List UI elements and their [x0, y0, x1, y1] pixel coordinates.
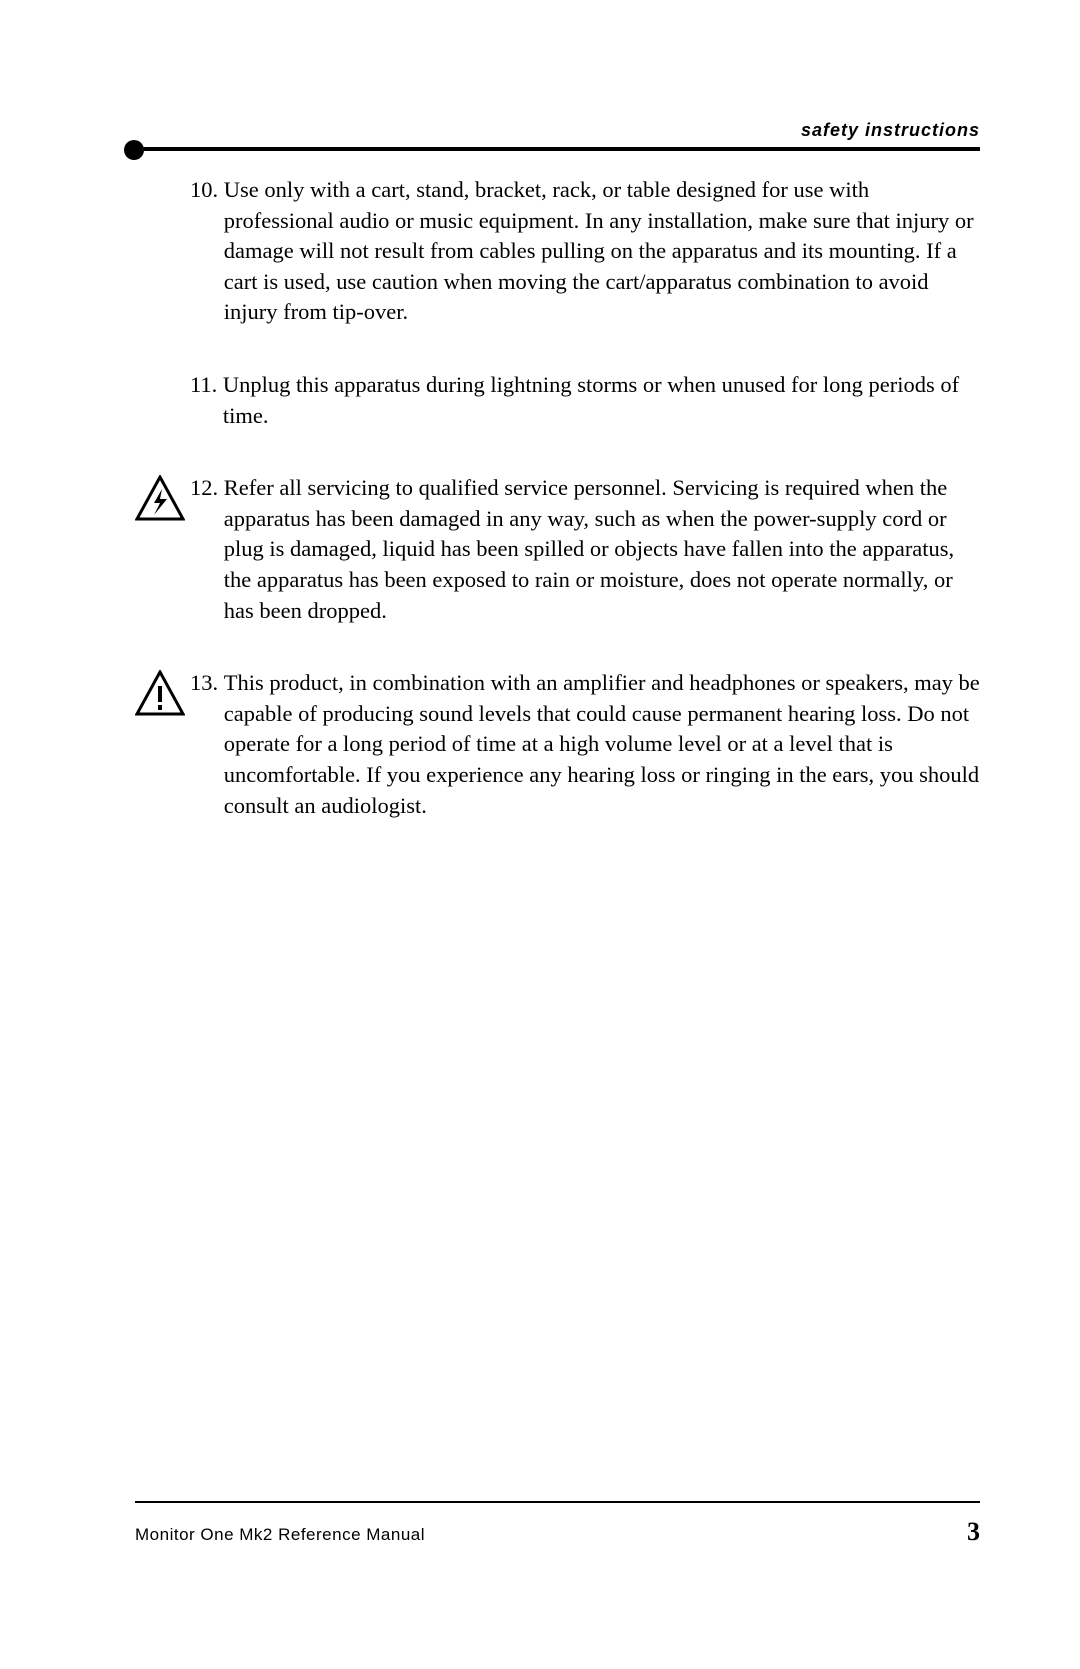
item-text: 11. Unplug this apparatus during lightni…	[190, 370, 980, 431]
safety-item: 12. Refer all servicing to qualified ser…	[135, 473, 980, 626]
icon-column	[135, 370, 190, 372]
item-text: 12. Refer all servicing to qualified ser…	[190, 473, 980, 626]
content-area: 10. Use only with a cart, stand, bracket…	[135, 175, 980, 863]
item-body: This product, in combination with an amp…	[224, 668, 980, 821]
item-text: 13. This product, in combination with an…	[190, 668, 980, 821]
icon-column	[135, 175, 190, 177]
footer-title: Monitor One Mk2 Reference Manual	[135, 1525, 425, 1545]
item-number: 12.	[190, 473, 218, 626]
item-text: 10. Use only with a cart, stand, bracket…	[190, 175, 980, 328]
icon-column	[135, 473, 190, 521]
safety-item: 11. Unplug this apparatus during lightni…	[135, 370, 980, 431]
page: safety instructions 10. Use only with a …	[0, 0, 1080, 1669]
item-number: 10.	[190, 175, 218, 328]
item-body: Refer all servicing to qualified service…	[224, 473, 980, 626]
page-header: safety instructions	[135, 120, 980, 151]
header-rule	[135, 147, 980, 151]
page-number: 3	[967, 1517, 980, 1547]
section-label: safety instructions	[135, 120, 980, 141]
icon-column	[135, 668, 190, 716]
item-number: 11.	[190, 370, 217, 431]
item-number: 13.	[190, 668, 218, 821]
footer-rule	[135, 1501, 980, 1503]
item-body: Unplug this apparatus during lightning s…	[223, 370, 980, 431]
exclamation-warning-icon	[135, 670, 185, 716]
page-footer: Monitor One Mk2 Reference Manual 3	[135, 1501, 980, 1547]
safety-item: 13. This product, in combination with an…	[135, 668, 980, 821]
safety-item: 10. Use only with a cart, stand, bracket…	[135, 175, 980, 328]
item-body: Use only with a cart, stand, bracket, ra…	[224, 175, 980, 328]
header-dot-icon	[124, 140, 144, 160]
footer-row: Monitor One Mk2 Reference Manual 3	[135, 1517, 980, 1547]
lightning-warning-icon	[135, 475, 185, 521]
